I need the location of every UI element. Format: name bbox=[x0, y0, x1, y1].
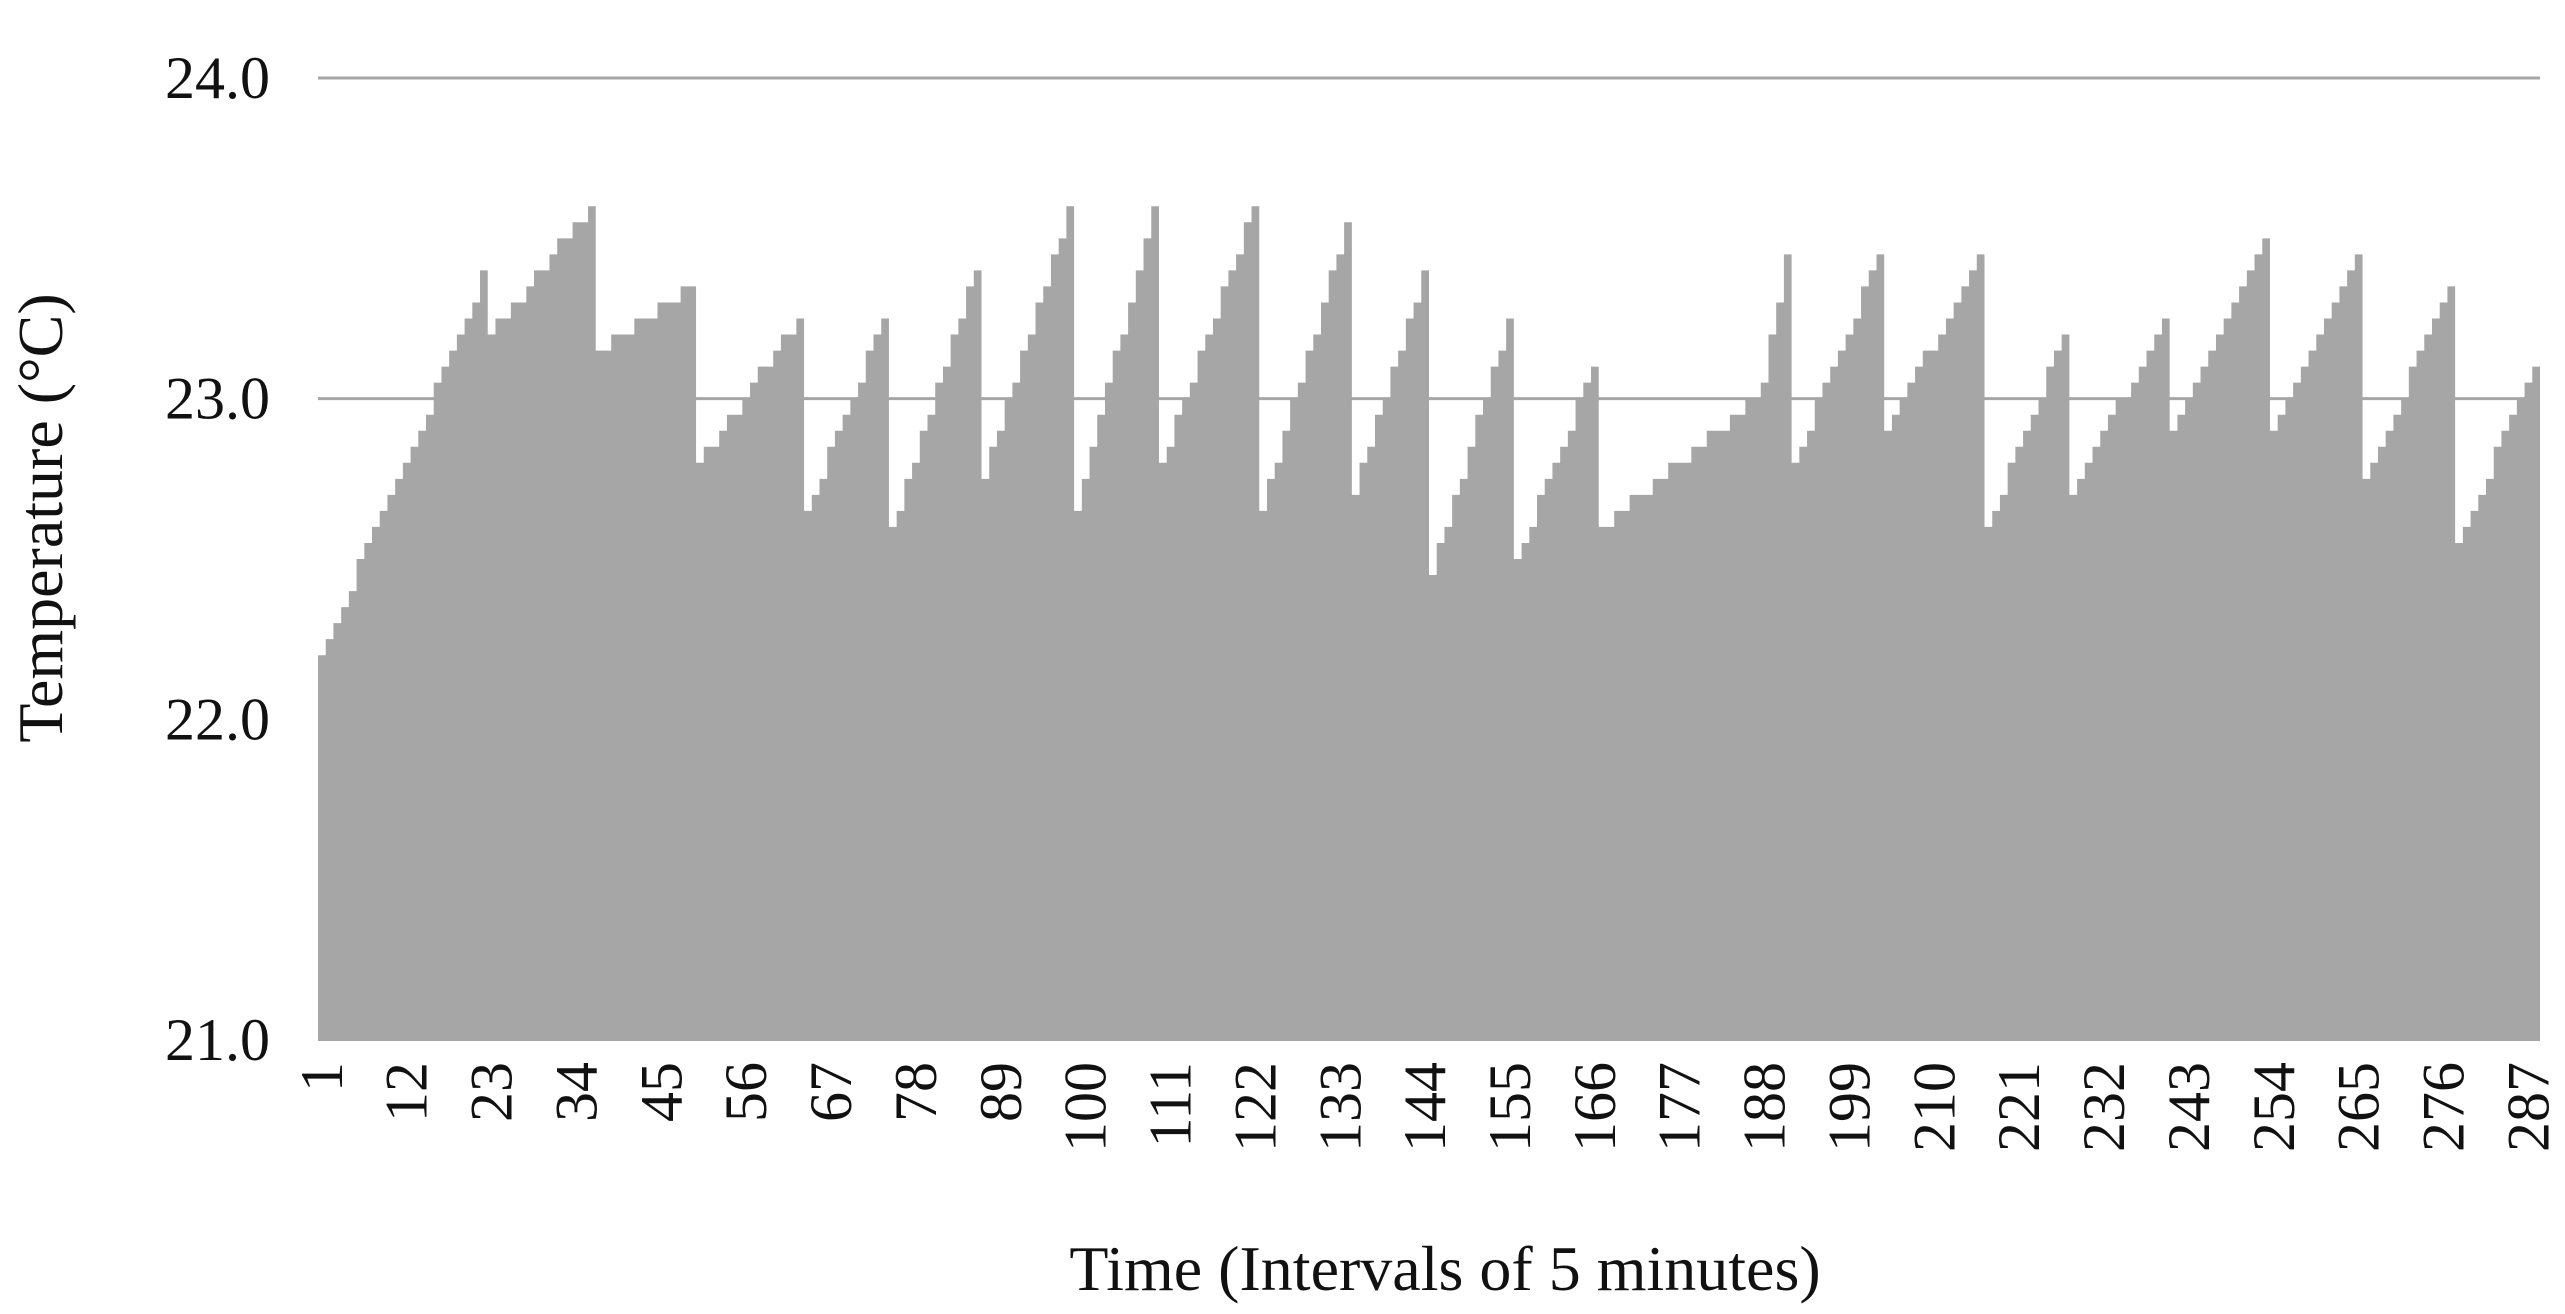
y-tick-label: 23.0 bbox=[165, 366, 270, 432]
x-tick-label: 133 bbox=[1307, 1062, 1373, 1152]
x-tick-label: 1 bbox=[289, 1062, 355, 1092]
x-axis-label: Time (Intervals of 5 minutes) bbox=[1069, 1233, 1820, 1304]
x-tick-label: 78 bbox=[883, 1062, 949, 1122]
x-tick-label: 89 bbox=[968, 1062, 1034, 1122]
x-tick-label: 243 bbox=[2156, 1062, 2222, 1152]
x-tick-label: 56 bbox=[713, 1062, 779, 1122]
x-tick-label: 155 bbox=[1477, 1062, 1543, 1152]
x-tick-label: 287 bbox=[2495, 1062, 2561, 1152]
x-tick-label: 254 bbox=[2241, 1062, 2307, 1152]
x-tick-label: 122 bbox=[1222, 1062, 1288, 1152]
x-tick-label: 144 bbox=[1392, 1062, 1458, 1152]
x-tick-label: 177 bbox=[1647, 1062, 1713, 1152]
y-tick-labels: 21.0 22.0 23.0 24.0 bbox=[165, 45, 270, 1073]
x-tick-label: 276 bbox=[2411, 1062, 2477, 1152]
x-tick-label: 12 bbox=[374, 1062, 440, 1122]
x-tick-label: 221 bbox=[1986, 1062, 2052, 1152]
x-tick-label: 111 bbox=[1138, 1062, 1204, 1148]
y-axis-label: Temperature (°C) bbox=[5, 293, 76, 742]
x-tick-label: 100 bbox=[1053, 1062, 1119, 1152]
x-tick-label: 199 bbox=[1817, 1062, 1883, 1152]
x-tick-label: 67 bbox=[798, 1062, 864, 1122]
x-tick-labels: 1 12 23 34 45 56 67 78 89 100 111 122 133 144 155 166 17… bbox=[289, 1062, 2561, 1152]
area-series bbox=[318, 206, 2540, 1040]
x-tick-label: 210 bbox=[1901, 1062, 1967, 1152]
temperature-area bbox=[318, 206, 2540, 1040]
x-tick-label: 188 bbox=[1732, 1062, 1798, 1152]
y-tick-label: 24.0 bbox=[165, 45, 270, 111]
x-tick-label: 23 bbox=[459, 1062, 525, 1122]
x-tick-label: 34 bbox=[544, 1062, 610, 1122]
x-tick-label: 265 bbox=[2326, 1062, 2392, 1152]
x-tick-label: 232 bbox=[2071, 1062, 2137, 1152]
y-tick-label: 21.0 bbox=[165, 1007, 270, 1073]
x-tick-label: 45 bbox=[628, 1062, 694, 1122]
x-tick-label: 166 bbox=[1562, 1062, 1628, 1152]
y-tick-label: 22.0 bbox=[165, 686, 270, 752]
